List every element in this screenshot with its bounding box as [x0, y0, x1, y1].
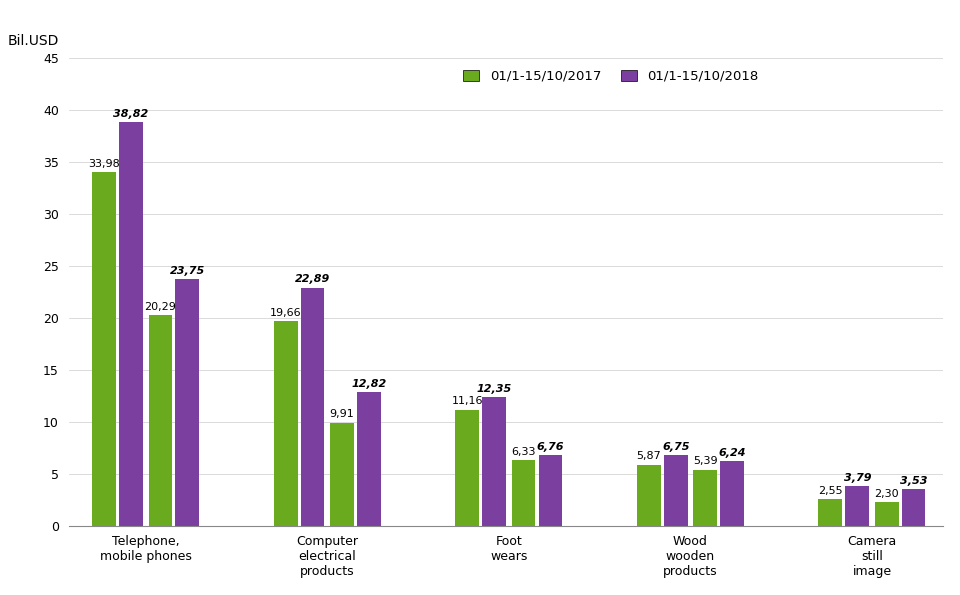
Text: 12,35: 12,35: [476, 384, 512, 394]
Text: 11,16: 11,16: [451, 396, 483, 406]
Bar: [176, 278, 200, 525]
Bar: [149, 315, 173, 525]
Text: 3,53: 3,53: [900, 476, 927, 486]
Text: 9,91: 9,91: [329, 409, 354, 419]
Bar: [720, 461, 744, 525]
Text: Bil.USD: Bil.USD: [8, 35, 59, 48]
Bar: [875, 502, 899, 525]
Text: 6,24: 6,24: [718, 447, 746, 458]
Bar: [901, 489, 925, 525]
Bar: [539, 455, 563, 525]
Bar: [693, 469, 717, 525]
Bar: [819, 499, 842, 525]
Bar: [663, 455, 687, 525]
Bar: [455, 409, 479, 525]
Text: 5,87: 5,87: [636, 452, 661, 462]
Text: 33,98: 33,98: [88, 159, 120, 169]
Bar: [300, 287, 324, 525]
Bar: [846, 486, 869, 525]
Text: 5,39: 5,39: [693, 456, 717, 466]
Text: 20,29: 20,29: [145, 302, 177, 312]
Text: 2,30: 2,30: [875, 488, 899, 499]
Bar: [330, 422, 354, 525]
Text: 38,82: 38,82: [113, 109, 149, 119]
Bar: [482, 397, 506, 525]
Bar: [119, 122, 143, 525]
Text: 22,89: 22,89: [295, 274, 330, 284]
Bar: [636, 465, 660, 525]
Text: 3,79: 3,79: [844, 473, 871, 483]
Bar: [274, 321, 298, 525]
Text: 19,66: 19,66: [270, 308, 301, 318]
Bar: [92, 173, 116, 525]
Text: 23,75: 23,75: [170, 265, 205, 275]
Text: 6,76: 6,76: [537, 442, 564, 452]
Text: 2,55: 2,55: [818, 486, 843, 496]
Bar: [512, 460, 536, 525]
Text: 6,33: 6,33: [512, 447, 536, 457]
Text: 12,82: 12,82: [351, 379, 387, 389]
Legend: 01/1-15/10/2017, 01/1-15/10/2018: 01/1-15/10/2017, 01/1-15/10/2018: [458, 64, 764, 88]
Bar: [357, 392, 381, 525]
Text: 6,75: 6,75: [662, 442, 689, 452]
